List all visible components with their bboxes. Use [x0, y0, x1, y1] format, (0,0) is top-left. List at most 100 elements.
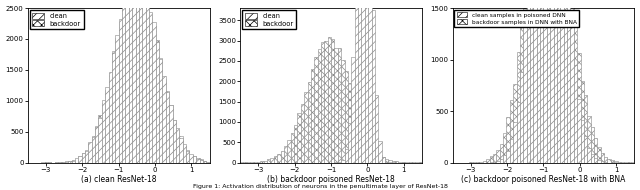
- Bar: [570, 0, 574, 162]
- Bar: [362, 0, 365, 162]
- Bar: [395, 161, 399, 162]
- Bar: [159, 59, 163, 162]
- X-axis label: (c) backdoor poisoned ResNet-18 with BNA: (c) backdoor poisoned ResNet-18 with BNA: [461, 175, 626, 184]
- Bar: [371, 144, 375, 162]
- Bar: [75, 158, 78, 162]
- Bar: [146, 0, 149, 162]
- Bar: [136, 0, 139, 162]
- Bar: [371, 10, 375, 162]
- Bar: [280, 151, 284, 162]
- Bar: [503, 133, 506, 162]
- Bar: [567, 0, 570, 162]
- Bar: [314, 57, 317, 162]
- Bar: [381, 157, 385, 162]
- Bar: [267, 159, 271, 162]
- Bar: [503, 155, 506, 162]
- Bar: [355, 0, 358, 162]
- Bar: [284, 146, 287, 162]
- Bar: [588, 116, 591, 162]
- Bar: [102, 100, 105, 162]
- Bar: [193, 156, 196, 162]
- Bar: [355, 105, 358, 162]
- Bar: [173, 120, 176, 162]
- Bar: [125, 0, 129, 162]
- Bar: [607, 159, 611, 162]
- Bar: [200, 160, 203, 162]
- Bar: [557, 0, 561, 162]
- Bar: [132, 0, 136, 162]
- Bar: [95, 127, 99, 162]
- Bar: [378, 155, 381, 162]
- Bar: [189, 155, 193, 162]
- Bar: [557, 0, 561, 162]
- Bar: [561, 0, 564, 162]
- Bar: [574, 65, 577, 162]
- Bar: [527, 0, 530, 162]
- Bar: [82, 153, 85, 162]
- Bar: [540, 0, 543, 162]
- Bar: [486, 159, 490, 162]
- Bar: [169, 105, 173, 162]
- Bar: [513, 84, 516, 162]
- Bar: [348, 123, 351, 162]
- Bar: [524, 25, 527, 162]
- Bar: [179, 138, 182, 162]
- Bar: [533, 0, 537, 162]
- Bar: [105, 90, 109, 162]
- X-axis label: (a) clean ResNet-18: (a) clean ResNet-18: [81, 175, 156, 184]
- Bar: [109, 72, 112, 162]
- Bar: [139, 0, 142, 162]
- Bar: [584, 136, 588, 162]
- Bar: [129, 0, 132, 162]
- Bar: [156, 42, 159, 162]
- Bar: [196, 158, 200, 162]
- Bar: [149, 15, 152, 162]
- Bar: [105, 87, 109, 162]
- Bar: [550, 0, 554, 162]
- Bar: [351, 93, 355, 162]
- Bar: [527, 0, 530, 162]
- Bar: [203, 161, 206, 162]
- Bar: [271, 158, 274, 162]
- X-axis label: (b) backdoor poisoned ResNet-18: (b) backdoor poisoned ResNet-18: [268, 175, 395, 184]
- Legend: clean samples in poisoned DNN, backdoor samples in DNN with BNA: clean samples in poisoned DNN, backdoor …: [454, 10, 579, 27]
- Bar: [351, 57, 355, 162]
- Bar: [68, 161, 72, 162]
- Bar: [500, 159, 503, 162]
- Bar: [109, 75, 112, 162]
- Bar: [567, 0, 570, 162]
- Bar: [68, 161, 72, 162]
- Bar: [520, 72, 524, 162]
- Bar: [298, 113, 301, 162]
- Bar: [163, 76, 166, 162]
- Bar: [328, 37, 331, 162]
- Bar: [159, 58, 163, 162]
- Bar: [186, 150, 189, 162]
- Bar: [112, 53, 115, 162]
- Bar: [122, 4, 125, 162]
- Bar: [554, 0, 557, 162]
- Bar: [304, 92, 307, 162]
- Bar: [317, 49, 321, 162]
- Bar: [564, 0, 567, 162]
- Bar: [574, 15, 577, 162]
- Bar: [344, 71, 348, 162]
- Bar: [82, 153, 85, 162]
- Bar: [102, 103, 105, 162]
- Bar: [497, 161, 500, 162]
- Bar: [378, 141, 381, 162]
- Bar: [580, 120, 584, 162]
- Bar: [129, 0, 132, 162]
- Bar: [75, 160, 78, 162]
- Text: Figure 1: Activation distribution of neurons in the penultimate layer of ResNet-: Figure 1: Activation distribution of neu…: [193, 184, 447, 189]
- Legend: clean, backdoor: clean, backdoor: [29, 10, 83, 29]
- Bar: [260, 161, 264, 162]
- Bar: [274, 156, 277, 162]
- Bar: [510, 139, 513, 162]
- Bar: [506, 151, 510, 162]
- Bar: [203, 161, 206, 162]
- Bar: [307, 82, 311, 162]
- Bar: [72, 161, 75, 162]
- Bar: [149, 12, 152, 162]
- Bar: [516, 52, 520, 162]
